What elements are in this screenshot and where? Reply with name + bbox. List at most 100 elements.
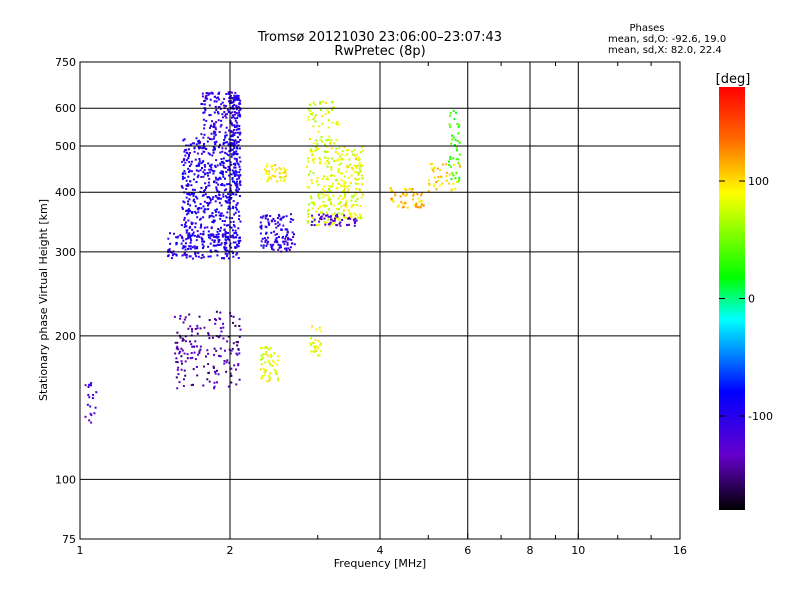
data-point — [230, 374, 233, 377]
data-point — [344, 154, 347, 157]
data-point — [198, 147, 201, 150]
data-point — [347, 176, 350, 179]
data-point — [235, 150, 238, 153]
data-point — [223, 360, 226, 362]
data-point — [345, 149, 348, 152]
data-point — [268, 222, 271, 225]
data-point — [201, 95, 204, 98]
data-point — [278, 215, 281, 218]
data-point — [458, 124, 461, 127]
data-point — [274, 164, 277, 166]
data-point — [292, 236, 295, 238]
data-point — [429, 163, 432, 166]
data-point — [220, 172, 223, 175]
data-point — [267, 375, 270, 378]
data-point — [206, 226, 209, 229]
data-point — [191, 234, 194, 237]
data-point — [90, 384, 92, 387]
data-point — [458, 141, 461, 144]
data-point — [313, 157, 316, 160]
data-point — [238, 318, 241, 321]
data-point — [457, 158, 460, 161]
data-point — [167, 237, 170, 240]
data-point — [237, 341, 239, 344]
data-point — [238, 109, 241, 112]
data-point — [217, 177, 220, 180]
data-point — [206, 378, 209, 381]
data-point — [285, 249, 288, 252]
data-point — [193, 150, 196, 153]
data-point — [182, 239, 185, 242]
data-point — [178, 381, 181, 384]
data-point — [216, 190, 219, 192]
data-point — [412, 198, 414, 201]
data-point — [354, 217, 357, 220]
data-point — [359, 189, 361, 192]
data-point — [265, 369, 267, 372]
data-point — [357, 173, 360, 176]
data-point — [342, 180, 345, 183]
data-point — [359, 169, 362, 172]
data-point — [213, 241, 216, 244]
data-point — [209, 138, 212, 140]
data-point — [173, 315, 176, 318]
data-point — [182, 139, 185, 142]
data-point — [207, 208, 210, 211]
data-point — [202, 256, 205, 259]
data-point — [418, 200, 421, 203]
data-point — [195, 181, 198, 183]
data-point — [330, 166, 333, 169]
data-point — [353, 224, 356, 227]
data-point — [189, 236, 192, 239]
data-point — [209, 199, 212, 201]
data-point — [235, 352, 238, 355]
data-point — [198, 142, 201, 145]
data-point — [184, 340, 187, 343]
data-point — [230, 153, 233, 156]
data-point — [213, 219, 216, 222]
data-point — [323, 185, 326, 188]
data-point — [170, 257, 173, 260]
data-point — [238, 240, 241, 243]
data-point — [391, 199, 394, 202]
data-point — [215, 236, 218, 239]
data-point — [175, 241, 178, 244]
data-point — [181, 349, 184, 352]
data-point — [219, 125, 222, 128]
data-point — [182, 338, 185, 341]
data-point — [314, 146, 317, 149]
data-point — [238, 236, 241, 239]
data-point — [203, 168, 206, 171]
data-point — [219, 243, 222, 246]
data-point — [223, 139, 226, 141]
data-point — [238, 195, 241, 197]
data-point — [236, 162, 239, 165]
data-point — [209, 255, 212, 258]
data-point — [213, 122, 215, 125]
data-point — [231, 124, 234, 127]
data-point — [206, 97, 209, 100]
data-point — [260, 216, 263, 219]
data-point — [203, 111, 206, 114]
data-point — [187, 236, 190, 238]
data-point — [445, 179, 448, 182]
data-point — [213, 124, 216, 127]
data-point — [200, 133, 203, 136]
data-point — [341, 150, 344, 153]
data-point — [356, 171, 359, 173]
data-point — [184, 154, 187, 157]
data-point — [225, 159, 228, 162]
data-point — [190, 170, 193, 173]
data-point — [319, 102, 321, 105]
data-point — [219, 217, 222, 220]
data-point — [190, 343, 193, 346]
data-point — [389, 189, 392, 192]
data-point — [233, 103, 236, 106]
data-point — [223, 166, 225, 169]
data-point — [359, 205, 362, 207]
data-point — [231, 135, 234, 138]
data-point — [325, 221, 328, 224]
data-point — [437, 179, 439, 182]
data-point — [231, 235, 234, 238]
data-point — [266, 178, 269, 181]
